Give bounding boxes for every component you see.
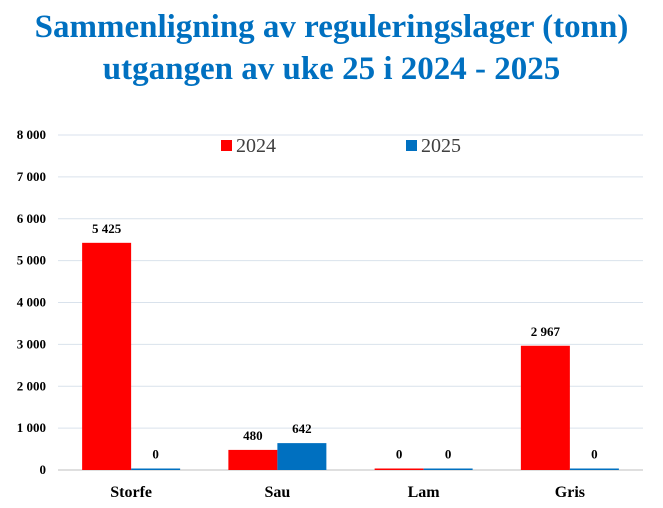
y-tick-label: 2 000: [17, 378, 46, 393]
bar-sau-2024: [228, 449, 278, 470]
data-label: 0: [396, 447, 403, 462]
y-tick-label: 5 000: [17, 253, 46, 268]
y-tick-label: 1 000: [17, 420, 46, 435]
bar-storfe-2025: [131, 468, 181, 470]
x-tick-label: Sau: [264, 484, 290, 501]
data-label: 0: [152, 447, 159, 462]
data-label: 480: [243, 428, 263, 443]
y-tick-label: 7 000: [17, 169, 46, 184]
bar-storfe-2024: [82, 242, 132, 470]
y-tick-label: 4 000: [17, 295, 46, 310]
data-label: 2 967: [531, 324, 561, 339]
chart-title: Sammenligning av reguleringslager (tonn)…: [0, 6, 663, 90]
legend-swatch-2025: [406, 140, 417, 151]
legend-swatch-2024: [221, 140, 232, 151]
bars: [82, 242, 619, 470]
y-tick-label: 3 000: [17, 336, 46, 351]
data-label: 0: [591, 447, 598, 462]
data-label: 642: [292, 421, 312, 436]
chart-title-line2: utgangen av uke 25 i 2024 - 2025: [102, 51, 561, 87]
bar-sau-2025: [277, 443, 327, 470]
y-tick-label: 8 000: [17, 127, 46, 142]
data-labels: 5 425 0 480 642 0 0 2 967 0: [92, 221, 598, 462]
y-tick-label: 0: [40, 462, 47, 477]
gridlines: [58, 134, 643, 471]
x-tick-label: Gris: [555, 484, 585, 501]
legend-label: 2025: [421, 135, 461, 157]
bar-lam-2024: [374, 468, 424, 470]
y-tick-label: 6 000: [17, 211, 46, 226]
legend-label: 2024: [236, 135, 276, 157]
data-label: 0: [445, 447, 452, 462]
data-label: 5 425: [92, 221, 122, 236]
bar-lam-2025: [423, 468, 473, 470]
chart-title-line1: Sammenligning av reguleringslager (tonn): [34, 9, 629, 45]
bar-gris-2024: [520, 345, 570, 470]
legend: 2024 2025: [221, 135, 461, 157]
x-axis: Storfe Sau Lam Gris: [110, 484, 585, 501]
bar-gris-2025: [569, 468, 619, 470]
x-tick-label: Lam: [408, 484, 441, 501]
x-tick-label: Storfe: [110, 484, 152, 501]
